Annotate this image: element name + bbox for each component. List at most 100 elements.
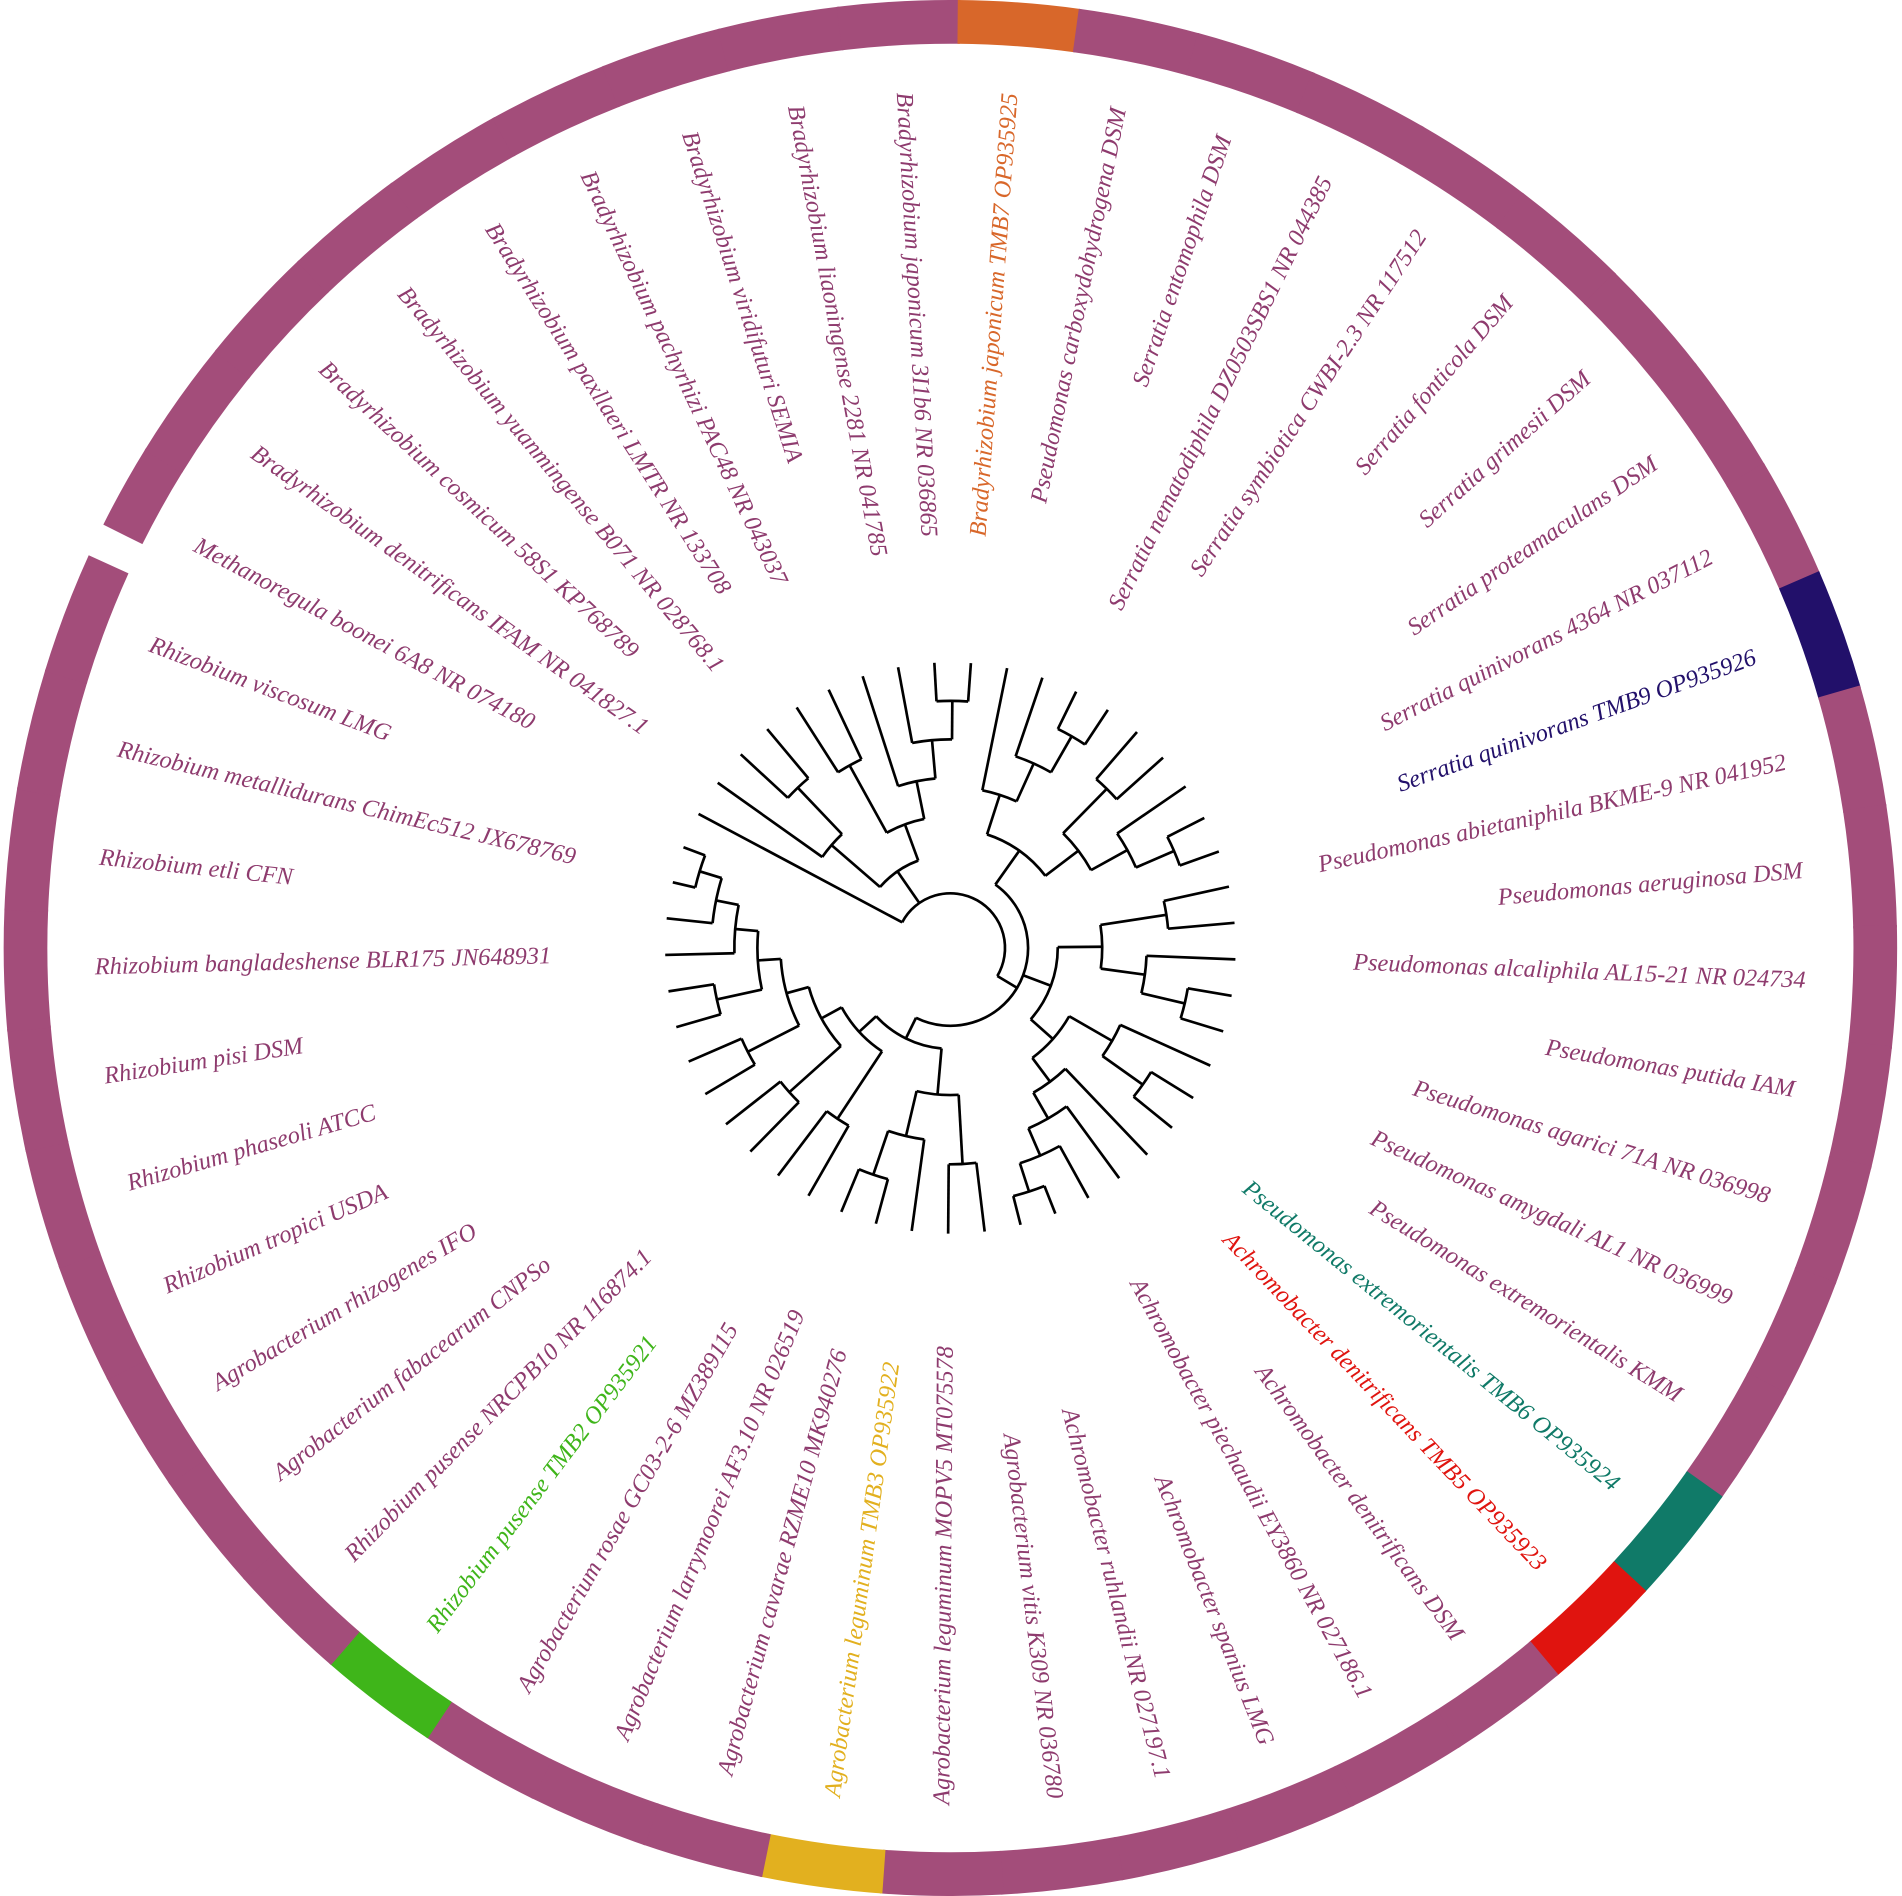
branch [716,781,824,859]
branch [1031,1057,1052,1083]
branch [747,1024,800,1054]
branch [716,988,763,1001]
branch [776,1110,828,1177]
branch [672,880,696,889]
branch-arc [733,904,740,954]
branch [683,846,706,857]
ring-segment [1726,462,1821,591]
ring-segment [759,1833,886,1894]
leaf-label: Methanoregula boonei 6A8 NR 074180 [189,532,540,736]
ring-segment [717,6,845,72]
branch [665,951,735,957]
ring-segment [1746,1266,1837,1396]
branch [1132,1095,1173,1129]
branch [872,1130,890,1176]
ring-segment [1113,1808,1242,1881]
branch [933,662,938,702]
branch [1119,1023,1211,1067]
branch [981,667,1009,791]
branch [848,764,888,834]
branch [946,1164,951,1234]
leaf-label: Rhizobium viscosum LMG [145,631,396,747]
leaf-label: Serratia entomophila DSM [1127,130,1238,390]
branch [1166,816,1205,839]
branch [1043,1185,1057,1215]
leaf-label: Rhizobium etli CFN [97,844,296,891]
branch [1163,885,1230,903]
ring-segment [601,28,731,108]
branch [796,786,843,836]
branches [665,662,1236,1234]
branch [830,844,881,889]
branch [807,1124,850,1197]
branch [1015,762,1035,802]
branch [735,927,759,933]
branch [996,974,1018,989]
branch [1027,1127,1042,1157]
branch [697,812,903,924]
branch [936,1048,943,1095]
ring-segment [1295,72,1424,165]
ring-segment [998,1836,1125,1895]
ring-segment [1818,685,1887,814]
branch [896,870,921,904]
branch [904,1090,918,1137]
branch-arc [1032,1067,1067,1094]
branch [699,870,723,880]
branch [1167,921,1235,931]
branch-arc [1031,1015,1071,1059]
ring-segment [390,117,516,220]
branch-arc [1132,1071,1153,1098]
ring-segment [1072,8,1201,76]
branch [1068,1015,1113,1043]
branch [915,780,926,820]
ring-segment [1186,32,1315,114]
branch [910,1139,926,1232]
branch-arc [986,833,1047,877]
branch [874,1178,890,1225]
branch [1062,787,1108,835]
branch [1135,849,1175,869]
ring-segment [1660,362,1766,488]
leaf-label: Agrobacterium fabacearum CNPSo [266,1251,556,1487]
branch [1083,709,1109,746]
branch [1115,756,1164,801]
ring-segment [168,1457,278,1580]
leaf-label: Achromobacter ruhlandii NR 027197.1 [1056,1403,1176,1781]
branch [836,1050,884,1120]
branch [957,1094,964,1165]
ring-segment [214,260,330,379]
ring-segment [425,1700,553,1799]
leaf-label: Pseudomonas alcaliphila AL15-21 NR 02473… [1352,949,1806,994]
branch [1065,1105,1121,1180]
branch [1095,731,1138,781]
ring-segment [1778,571,1861,700]
ring-segment [44,555,129,685]
branch [985,794,1002,835]
leaf-label: Rhizobium bangladeshense BLR175 JN648931 [94,942,552,980]
branch [1116,785,1187,835]
ring-segment [1528,1561,1647,1677]
branch [840,1168,861,1213]
branch [1090,848,1129,872]
leaf-label: Rhizobium phaseoli ATCC [123,1099,380,1197]
ring-segment [1612,1470,1723,1593]
branch-arc [786,777,810,799]
ring-segment [1583,272,1697,392]
leaf-label: Achromobacter denitrificans DSM [1248,1358,1470,1647]
leaf-label: Pseudomonas abietaniphila BKME-9 NR 0419… [1314,749,1788,879]
branch-arc [1057,727,1086,746]
ring-segment [242,1548,360,1666]
branch [786,985,810,995]
branch [966,663,973,702]
ring-segment [58,1251,147,1380]
ring-segment [957,0,1082,53]
branch [757,957,781,962]
branch [668,983,715,993]
branch [688,1037,743,1063]
branch [1022,974,1052,987]
branch [820,1006,843,1020]
branch-arc [948,1161,977,1166]
branch-arc [915,883,1030,1028]
leaf-label: Pseudomonas amygdali AL1 NR 036999 [1366,1124,1736,1311]
